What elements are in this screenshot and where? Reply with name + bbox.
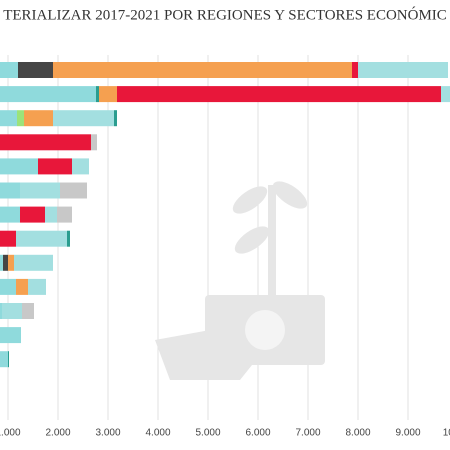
bar-segment	[99, 86, 117, 103]
bar-segment	[28, 278, 46, 295]
bar-segment	[18, 62, 53, 78]
bar-segment	[8, 351, 9, 368]
bar-segment	[38, 158, 72, 175]
bar-segment	[0, 351, 8, 368]
bar-segment	[0, 206, 20, 223]
bar-segment	[0, 303, 2, 319]
bar-segment	[20, 182, 60, 199]
bar-segment	[0, 134, 91, 151]
bar-segment	[96, 86, 99, 103]
bar-segment	[0, 86, 96, 103]
bar-segment	[22, 303, 34, 319]
x-tick-label: 6.000	[245, 428, 270, 439]
bar-segment	[53, 62, 352, 78]
watermark-icon	[155, 181, 325, 380]
bar-segment	[67, 230, 70, 247]
chart-title: TERIALIZAR 2017-2021 POR REGIONES Y SECT…	[3, 6, 447, 23]
bar-segment	[0, 230, 16, 247]
bar-segment	[16, 230, 67, 247]
bar-segment	[0, 278, 16, 295]
x-tick-label: 8.000	[345, 428, 370, 439]
bar-segment	[17, 110, 24, 127]
x-tick-label: 3.000	[95, 428, 120, 439]
bar-segment	[16, 278, 28, 295]
bar-segment	[352, 62, 358, 78]
bar-segment	[117, 86, 441, 103]
bar-segment	[441, 86, 450, 103]
x-tick-label: 4.000	[145, 428, 170, 439]
bar-segment	[53, 110, 114, 127]
bar-segment	[60, 182, 87, 199]
x-tick-label: 10.000	[443, 428, 450, 439]
bar-segment	[0, 182, 20, 199]
bar-segment	[45, 206, 57, 223]
bar-segment	[358, 62, 448, 78]
x-tick-label: 9.000	[395, 428, 420, 439]
bar-segment	[0, 254, 3, 271]
bar-segment	[2, 303, 22, 319]
bar-segment	[72, 158, 89, 175]
x-tick-label: 1.000	[0, 428, 21, 439]
bar-segment	[114, 110, 117, 127]
bar-segment	[91, 134, 97, 151]
bar-segment	[14, 254, 53, 271]
bar-segment	[3, 254, 8, 271]
bar-segment	[0, 62, 18, 78]
bar-segment	[8, 254, 14, 271]
bar-segment	[0, 158, 38, 175]
bar-segment	[0, 327, 21, 344]
x-tick-label: 2.000	[45, 428, 70, 439]
bar-segment	[24, 110, 53, 127]
bar-segment	[0, 110, 17, 127]
x-tick-label: 5.000	[195, 428, 220, 439]
bar-segment	[20, 206, 45, 223]
x-tick-label: 7.000	[295, 428, 320, 439]
bar-segment	[57, 206, 72, 223]
